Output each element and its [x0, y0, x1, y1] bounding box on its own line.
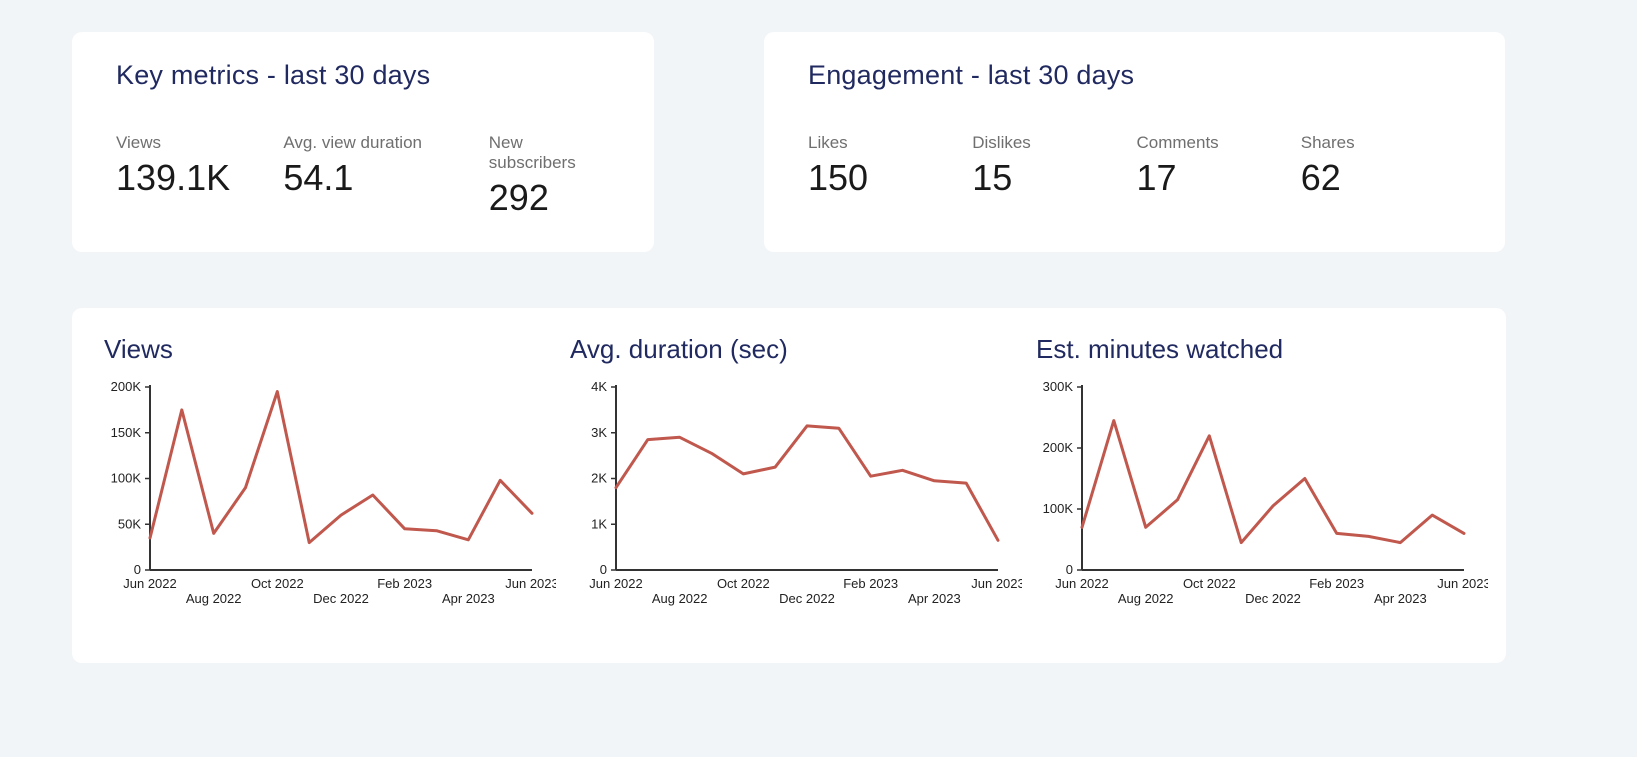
svg-text:Dec 2022: Dec 2022 — [1245, 591, 1301, 606]
est-minutes-chart-block: Est. minutes watched 0 100K 200K 300K Jun 20… — [1022, 334, 1488, 663]
svg-text:2K: 2K — [591, 471, 607, 486]
metric-label: Views — [116, 133, 162, 152]
metric-label: Shares — [1300, 133, 1355, 152]
svg-text:100K: 100K — [111, 471, 142, 486]
charts-card: Views 0 50K 100K 150K 200K Jun 2022 Aug 2022 Oc… — [72, 308, 1506, 663]
svg-text:Aug 2022: Aug 2022 — [186, 591, 242, 606]
svg-text:3K: 3K — [591, 425, 607, 440]
metric-value: 17 — [1136, 157, 1177, 198]
metric-value: 150 — [808, 157, 869, 198]
metric-value: 139.1K — [116, 157, 231, 198]
metric-likes: Likes 150 — [808, 133, 972, 199]
svg-text:4K: 4K — [591, 379, 607, 394]
svg-text:1K: 1K — [591, 516, 607, 531]
svg-text:Apr 2023: Apr 2023 — [908, 591, 961, 606]
key-metrics-card: Key metrics - last 30 days Views 139.1K … — [72, 32, 654, 252]
svg-text:Apr 2023: Apr 2023 — [1374, 591, 1427, 606]
metric-shares: Shares 62 — [1301, 133, 1465, 199]
svg-text:Apr 2023: Apr 2023 — [442, 591, 495, 606]
scorecard-row: Key metrics - last 30 days Views 139.1K … — [72, 32, 1637, 252]
avg-duration-line-chart: 0 1K 2K 3K 4K Jun 2022 Aug 2022 Oct 2022 Dec 202… — [589, 379, 1022, 606]
svg-text:150K: 150K — [111, 425, 142, 440]
avg-duration-chart-title: Avg. duration (sec) — [570, 334, 788, 364]
est-minutes-line-chart: 0 100K 200K 300K Jun 2022 Aug 2022 Oct 2022 Dec… — [1043, 379, 1488, 606]
svg-text:50K: 50K — [118, 516, 141, 531]
views-chart-title: Views — [104, 334, 173, 364]
svg-text:0: 0 — [600, 562, 607, 577]
svg-text:300K: 300K — [1043, 379, 1074, 394]
metric-new-subscribers: New subscribers 292 — [489, 133, 614, 219]
svg-text:Oct 2022: Oct 2022 — [717, 576, 770, 591]
metric-value: 15 — [972, 157, 1013, 198]
metric-label: Comments — [1136, 133, 1219, 152]
metric-comments: Comments 17 — [1137, 133, 1301, 199]
svg-text:Aug 2022: Aug 2022 — [652, 591, 708, 606]
svg-text:Jun 2022: Jun 2022 — [589, 576, 643, 591]
svg-text:Jun 2023: Jun 2023 — [505, 576, 556, 591]
svg-text:Dec 2022: Dec 2022 — [779, 591, 835, 606]
engagement-card: Engagement - last 30 days Likes 150 Disl… — [764, 32, 1505, 252]
metric-label: Likes — [808, 133, 848, 152]
svg-text:200K: 200K — [111, 379, 142, 394]
key-metrics-list: Views 139.1K Avg. view duration 54.1 New… — [116, 133, 614, 219]
svg-text:Oct 2022: Oct 2022 — [1183, 576, 1236, 591]
views-chart-block: Views 0 50K 100K 150K 200K Jun 2022 Aug 2022 Oc… — [90, 334, 556, 663]
metric-views: Views 139.1K — [116, 133, 283, 219]
metric-dislikes: Dislikes 15 — [972, 133, 1136, 199]
engagement-metrics-list: Likes 150 Dislikes 15 Comments 17 Shares… — [808, 133, 1465, 199]
svg-text:Feb 2023: Feb 2023 — [843, 576, 898, 591]
metric-label: New subscribers — [488, 133, 576, 172]
metric-label: Dislikes — [972, 133, 1031, 152]
svg-text:Feb 2023: Feb 2023 — [377, 576, 432, 591]
svg-text:Aug 2022: Aug 2022 — [1118, 591, 1174, 606]
svg-text:Jun 2023: Jun 2023 — [1437, 576, 1488, 591]
svg-text:Jun 2022: Jun 2022 — [1055, 576, 1109, 591]
metric-value: 54.1 — [283, 157, 354, 198]
svg-text:Dec 2022: Dec 2022 — [313, 591, 369, 606]
metric-value: 292 — [488, 177, 549, 218]
avg-duration-chart-block: Avg. duration (sec) 0 1K 2K 3K 4K Jun 2022 Aug… — [556, 334, 1022, 663]
engagement-title: Engagement - last 30 days — [808, 60, 1135, 90]
metric-label: Avg. view duration — [283, 133, 422, 152]
svg-text:Jun 2023: Jun 2023 — [971, 576, 1022, 591]
views-line-chart: 0 50K 100K 150K 200K Jun 2022 Aug 2022 Oct 2022… — [111, 379, 556, 606]
svg-text:200K: 200K — [1043, 440, 1074, 455]
svg-text:0: 0 — [134, 562, 141, 577]
metric-value: 62 — [1300, 157, 1341, 198]
svg-text:Oct 2022: Oct 2022 — [251, 576, 304, 591]
metric-avg-view-duration: Avg. view duration 54.1 — [283, 133, 450, 219]
svg-text:100K: 100K — [1043, 501, 1074, 516]
est-minutes-chart-title: Est. minutes watched — [1036, 334, 1284, 364]
key-metrics-title: Key metrics - last 30 days — [116, 60, 431, 90]
svg-text:Jun 2022: Jun 2022 — [123, 576, 177, 591]
svg-text:0: 0 — [1066, 562, 1073, 577]
svg-text:Feb 2023: Feb 2023 — [1309, 576, 1364, 591]
